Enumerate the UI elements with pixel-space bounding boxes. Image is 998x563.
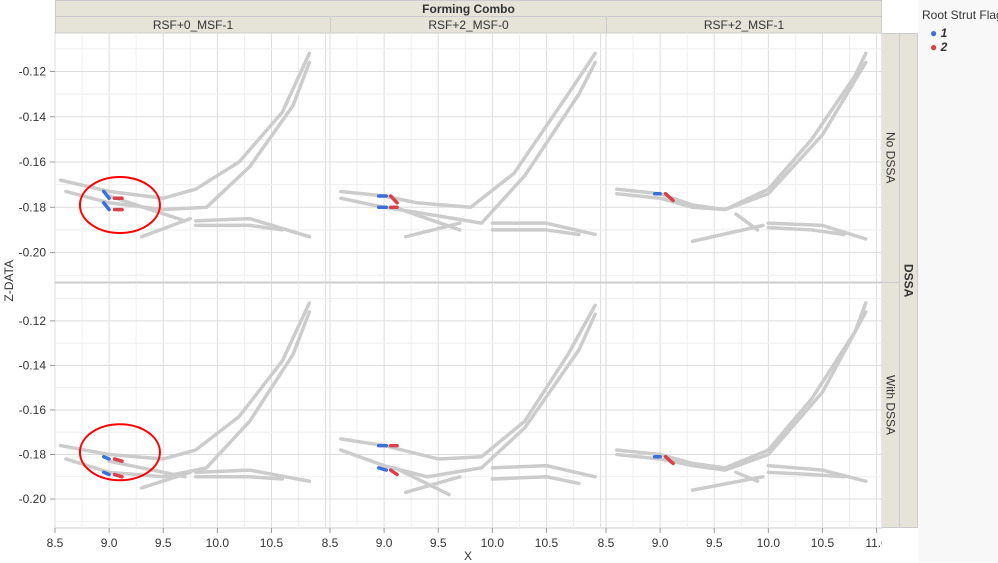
row-header-with-dssa: With DSSA [881, 282, 900, 528]
data-series-gray [339, 312, 597, 479]
data-series-gray [139, 216, 193, 239]
panel-background [605, 32, 882, 283]
data-series-gray [58, 301, 312, 461]
data-series-flag-1 [101, 470, 111, 477]
data-series-gray [193, 468, 312, 483]
data-series-flag-2 [663, 454, 675, 466]
x-tick-label: 10.5 [260, 536, 284, 550]
data-series-flag-1 [101, 454, 111, 461]
data-series-gray [490, 475, 581, 486]
y-tick-label: -0.16 [19, 155, 47, 169]
data-series-gray [766, 221, 868, 241]
legend-marker-blue-icon: ● [930, 26, 938, 40]
data-series-flag-2 [388, 468, 399, 477]
x-tick-label: 10.0 [481, 536, 505, 550]
x-tick-label: 9.0 [652, 536, 669, 550]
x-tick-label: 8.5 [598, 536, 615, 550]
y-tick-label: -0.14 [19, 110, 47, 124]
annotation-circle [78, 423, 161, 482]
column-header-2: RSF+2_MSF-0 [330, 16, 607, 34]
x-tick-label: 9.0 [376, 536, 393, 550]
data-series-gray [393, 466, 451, 497]
data-series-flag-1 [376, 466, 389, 472]
x-axis-label: X [464, 549, 473, 563]
x-tick-label: 8.5 [47, 536, 64, 550]
data-series-flag-1 [101, 189, 111, 200]
data-series-gray [58, 51, 312, 200]
data-series-gray [404, 221, 462, 239]
panel-background [54, 32, 332, 283]
data-series-gray [107, 194, 187, 223]
data-series-flag-1 [101, 201, 111, 212]
data-series-gray [139, 470, 193, 490]
y-tick-label: -0.12 [19, 314, 47, 328]
panel-background [329, 32, 607, 283]
x-tick-label: 10.5 [811, 536, 835, 550]
column-header-1: RSF+0_MSF-1 [55, 16, 331, 34]
y-tick-label: -0.18 [19, 200, 47, 214]
y-tick-label: -0.12 [19, 64, 47, 78]
data-series-gray [490, 463, 597, 479]
y-tick-label: -0.14 [19, 358, 47, 372]
legend-label: 2 [940, 40, 948, 54]
panel-background [54, 282, 332, 529]
data-series-gray [615, 60, 868, 212]
x-tick-label: 9.0 [101, 536, 118, 550]
data-series-gray [64, 310, 312, 479]
y-tick-label: -0.18 [19, 448, 47, 462]
data-series-gray [107, 459, 187, 479]
x-tick-label: 9.5 [155, 536, 172, 550]
data-series-gray [490, 221, 597, 237]
data-series-gray [404, 475, 462, 495]
row-header-no-dssa: No DSSA [881, 33, 900, 283]
legend: Root Strut Flag ● 1 ● 2 [918, 0, 998, 562]
data-series-gray [193, 216, 312, 239]
group-header-dssa: DSSA [899, 33, 918, 528]
data-series-flag-2 [112, 472, 124, 479]
panel-background [605, 282, 882, 529]
legend-label: 1 [940, 26, 948, 40]
y-tick-label: -0.20 [19, 492, 47, 506]
legend-item-1[interactable]: ● 1 [930, 26, 947, 40]
data-series-gray [766, 470, 846, 479]
x-tick-label: 11.0 [865, 536, 882, 550]
x-tick-label: 8.5 [322, 536, 339, 550]
x-tick-label: 9.5 [706, 536, 723, 550]
y-tick-label: -0.16 [19, 403, 47, 417]
x-tick-label: 10.5 [535, 536, 559, 550]
legend-item-2[interactable]: ● 2 [930, 40, 947, 54]
data-series-gray [490, 228, 581, 237]
plot-area: -0.12 -0.12 -0.14 -0.14 -0.16 -0.16 -0.18 -0.18… [19, 32, 882, 550]
y-tick-label: -0.20 [19, 246, 47, 260]
data-series-flag-2 [663, 191, 675, 203]
x-tick-label: 10.0 [757, 536, 781, 550]
data-series-gray [690, 475, 765, 492]
data-series-gray [615, 310, 868, 472]
data-series-flag-2 [388, 194, 399, 205]
data-series-gray [64, 60, 312, 212]
legend-marker-red-icon: ● [930, 40, 938, 54]
data-series-flag-2 [112, 457, 124, 463]
data-series-gray [193, 223, 285, 232]
x-tick-label: 10.0 [206, 536, 230, 550]
panel-background [329, 282, 607, 529]
x-tick-label: 9.5 [430, 536, 447, 550]
legend-title: Root Strut Flag [922, 8, 998, 22]
annotation-circle [78, 176, 161, 235]
data-series-gray [690, 223, 765, 244]
data-series-gray [766, 463, 868, 483]
data-series-gray [193, 475, 285, 481]
data-series-gray [766, 225, 846, 237]
